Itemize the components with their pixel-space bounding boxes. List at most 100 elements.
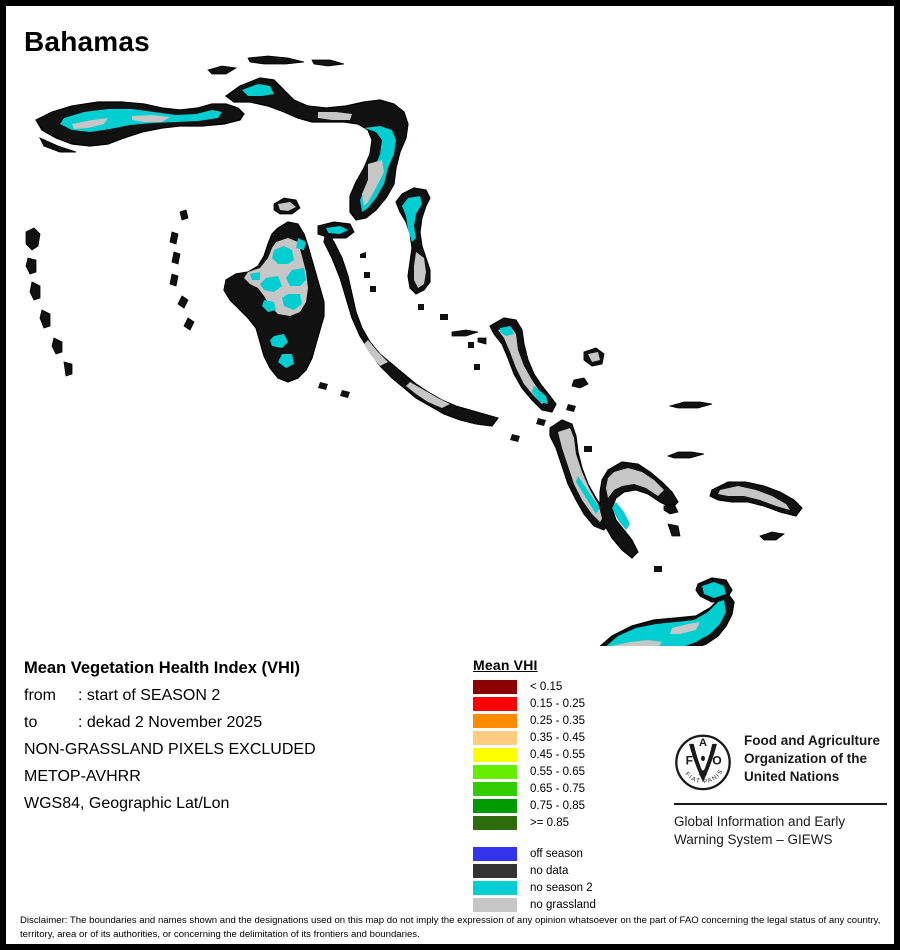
info-row-from: from : start of SEASON 2 <box>24 687 454 705</box>
legend-class-5[interactable]: 0.55 - 0.65 <box>473 763 643 780</box>
legend-class-swatch-8 <box>473 815 517 830</box>
fao-divider <box>674 803 887 805</box>
fao-wheat-shape <box>689 743 717 783</box>
island-mayaguana <box>709 481 803 541</box>
grand-bahama-no-grassland-fill <box>72 115 170 129</box>
fao-branding: F A O FIAT PANIS Food and Agriculture Or… <box>674 732 889 849</box>
legend-class-swatch-0 <box>473 679 517 694</box>
to-label: to <box>24 714 38 731</box>
legend-class-1[interactable]: 0.15 - 0.25 <box>473 695 643 712</box>
legend-special-label-0: off season <box>530 847 583 860</box>
legend-class-4[interactable]: 0.45 - 0.55 <box>473 746 643 763</box>
island-inagua <box>599 577 735 646</box>
legend-class-swatch-2 <box>473 713 517 728</box>
fao-organization-name: Food and Agriculture Organization of the… <box>744 732 880 786</box>
legend-class-swatch-4 <box>473 747 517 762</box>
giews-line-1: Global Information and Early <box>674 814 846 829</box>
legend-class-label-3: 0.35 - 0.45 <box>530 731 585 744</box>
legend-class-swatch-1 <box>473 696 517 711</box>
eleuthera-no-grassland <box>414 252 426 288</box>
from-value: : start of SEASON 2 <box>78 687 221 704</box>
crooked-no-season2-fill <box>612 502 630 530</box>
info-row-to: to : dekad 2 November 2025 <box>24 714 454 732</box>
legend-class-label-5: 0.55 - 0.65 <box>530 765 585 778</box>
andros-north-cays-fill <box>278 202 296 211</box>
island-andros <box>223 197 325 383</box>
small-cays-nw <box>169 209 195 331</box>
legend-class-label-1: 0.15 - 0.25 <box>530 697 585 710</box>
legend-class-swatch-7 <box>473 798 517 813</box>
island-crooked-acklins <box>599 401 713 559</box>
legend-special-3[interactable]: no grassland <box>473 896 643 913</box>
legend-special-label-1: no data <box>530 864 569 877</box>
legend-class-8[interactable]: >= 0.85 <box>473 814 643 831</box>
legend-special-1[interactable]: no data <box>473 862 643 879</box>
rum-cay <box>571 377 589 389</box>
info-note: NON-GRASSLAND PIXELS EXCLUDED <box>24 741 316 758</box>
legend-class-list: < 0.15 0.15 - 0.25 0.25 - 0.35 0.35 - 0.45 0… <box>473 678 643 831</box>
legend-special-2[interactable]: no season 2 <box>473 879 643 896</box>
great-inagua-no-season2-fill <box>606 600 726 646</box>
long-island-no-season2 <box>576 476 600 514</box>
legend-class-0[interactable]: < 0.15 <box>473 678 643 695</box>
legend-class-3[interactable]: 0.35 - 0.45 <box>473 729 643 746</box>
legend-class-label-4: 0.45 - 0.55 <box>530 748 585 761</box>
new-providence-no-season2 <box>326 226 348 234</box>
legend-class-label-7: 0.75 - 0.85 <box>530 799 585 812</box>
fao-org-line-3: United Nations <box>744 768 840 784</box>
legend-class-label-8: >= 0.85 <box>530 816 570 829</box>
legend-class-6[interactable]: 0.65 - 0.75 <box>473 780 643 797</box>
legend-special-swatch-3 <box>473 897 517 912</box>
legend-special-0[interactable]: off season <box>473 845 643 862</box>
info-projection: WGS84, Geographic Lat/Lon <box>24 795 230 812</box>
crooked-no-grassland-fill <box>606 468 664 498</box>
cat-island-cays <box>451 329 487 345</box>
island-new-providence <box>169 209 355 331</box>
legend-special-label-3: no grassland <box>530 898 596 911</box>
cat-island-no-season2 <box>500 326 548 404</box>
cat-island-no-grassland <box>498 326 546 404</box>
exuma-no-grassland-fill <box>364 340 450 408</box>
fao-letter-a: A <box>699 737 707 749</box>
info-block: Mean Vegetation Health Index (VHI) from … <box>24 659 454 822</box>
fao-letter-f: F <box>686 754 693 768</box>
map-canvas[interactable] <box>12 46 896 646</box>
island-cat-island <box>451 317 605 413</box>
mayaguana-no-grassland <box>718 486 790 510</box>
legend-title: Mean VHI <box>473 657 538 673</box>
fao-logo: F A O FIAT PANIS <box>675 734 731 791</box>
island-grand-bahama <box>35 101 245 153</box>
giews-line-2: Warning System – GIEWS <box>674 832 833 848</box>
page-title: Bahamas <box>24 26 150 57</box>
legend-class-swatch-5 <box>473 764 517 779</box>
abaco-no-grassland-fill <box>318 112 384 206</box>
from-label: from <box>24 687 56 704</box>
legend-class-label-0: < 0.15 <box>530 680 563 693</box>
legend-special-swatch-2 <box>473 880 517 895</box>
island-long-island <box>323 228 611 531</box>
grand-bahama-cays <box>39 137 77 153</box>
eleuthera-no-season2 <box>402 196 422 242</box>
great-inagua-no-grassland-fill <box>612 622 700 646</box>
island-abaco <box>207 55 409 221</box>
legend-spacer <box>473 831 643 845</box>
legend-special-swatch-0 <box>473 846 517 861</box>
san-salvador-fill <box>588 352 600 362</box>
to-value: : dekad 2 November 2025 <box>78 714 263 731</box>
fao-org-line-1: Food and Agriculture <box>744 733 880 748</box>
legend-class-2[interactable]: 0.25 - 0.35 <box>473 712 643 729</box>
legend-class-swatch-3 <box>473 730 517 745</box>
samana-cay <box>668 401 713 409</box>
andros-no-season2-fill <box>250 238 306 368</box>
island-eleuthera <box>395 187 431 295</box>
bahamas-map-svg[interactable] <box>12 46 896 646</box>
abaco-north-cays <box>207 55 345 75</box>
fao-org-line-2: Organization of the <box>744 750 867 766</box>
mayaguana-cays <box>759 531 785 541</box>
legend-special-swatch-1 <box>473 863 517 878</box>
little-inagua-no-season2 <box>702 582 726 598</box>
bimini-cays <box>25 227 73 377</box>
map-legend: Mean VHI < 0.15 0.15 - 0.25 0.25 - 0.35 0.3… <box>473 657 643 913</box>
legend-class-7[interactable]: 0.75 - 0.85 <box>473 797 643 814</box>
